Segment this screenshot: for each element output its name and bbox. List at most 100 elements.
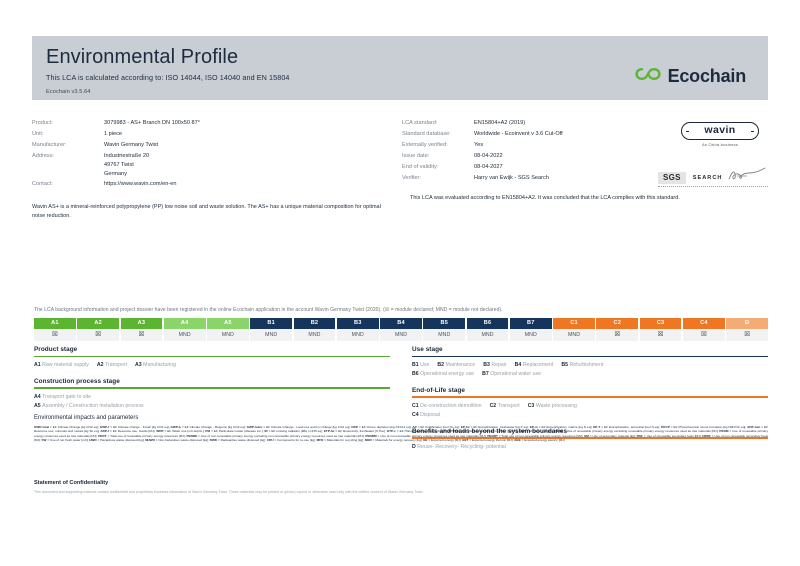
- stage-item-row: A5 Assembly / Construction installation p…: [34, 402, 390, 411]
- checkbox-checked-icon: ☒: [614, 331, 621, 338]
- detail-label: End of validity:: [402, 164, 439, 170]
- module-status: MND: [293, 329, 336, 341]
- detail-value-unit: 1 piece: [104, 131, 123, 137]
- stage-item-label: Operational water use: [490, 370, 541, 377]
- address-line-country: Germany: [104, 171, 128, 177]
- wavin-logo: wavin An Orbia business: [681, 122, 759, 147]
- stage-item-code: A3: [135, 361, 142, 368]
- stage-item-b3: B3 Repair: [483, 362, 506, 368]
- stage-item-c4: C4 Disposal: [412, 412, 440, 418]
- stage-items: A4 Transport gate to site A5 Assembly / Con…: [34, 393, 390, 411]
- module-column-b5: B5 MND: [423, 318, 466, 341]
- stage-item-label: Disposal: [420, 411, 441, 418]
- module-status: MND: [509, 329, 552, 341]
- ecochain-logo: Ecochain: [634, 66, 747, 87]
- module-column-b1: B1 MND: [250, 318, 293, 341]
- confidentiality-body: This document and supporting material co…: [34, 490, 424, 494]
- stage-item-label: Repair: [491, 361, 507, 368]
- stage-title: Benefits and loads beyond the system bou…: [412, 427, 568, 435]
- product-details: Product: 3079983 - AS+ Branch DN 100x50 …: [32, 118, 768, 190]
- header-text-group: Environmental Profile This LCA is calcul…: [46, 44, 290, 95]
- detail-row-standard-database: Standard database: Worldwide - Ecoinvent…: [402, 129, 768, 140]
- sgs-search-label: SEARCH: [692, 174, 723, 181]
- module-status: MND: [250, 329, 293, 341]
- module-column-b2: B2 MND: [293, 318, 336, 341]
- detail-value-externally-verified: Yes: [474, 142, 484, 148]
- module-column-c2: C2 ☒: [596, 318, 639, 341]
- detail-row-manufacturer: Manufacturer: Wavin Germany Twist: [32, 140, 402, 151]
- stage-rule: [34, 355, 390, 357]
- confidentiality-section: Statement of Confidentiality This docume…: [34, 480, 768, 495]
- document-header: Environmental Profile This LCA is calcul…: [32, 36, 768, 100]
- detail-value-end-of-validity: 08-04-2027: [474, 164, 503, 170]
- sgs-mark: SGS: [658, 171, 686, 184]
- detail-row-unit: Unit: 1 piece: [32, 129, 402, 140]
- stage-item-label: Raw material supply: [42, 361, 89, 368]
- stage-use: Use stage B1 Use B2 Maintenance B3 Repair B4 Re…: [412, 346, 768, 379]
- stage-title: Construction process stage: [34, 377, 120, 385]
- module-code: B7: [509, 318, 552, 329]
- detail-value-contact-link[interactable]: https://www.wavin.com/en-en: [104, 181, 177, 187]
- module-status: MND: [466, 329, 509, 341]
- details-column-left: Product: 3079983 - AS+ Branch DN 100x50 …: [32, 118, 402, 190]
- module-column-b7: B7 MND: [509, 318, 552, 341]
- module-code: A4: [163, 318, 206, 329]
- stage-item-code: B4: [514, 361, 522, 368]
- stage-item-c1: C1 De-construction demolition: [412, 403, 482, 409]
- stage-title: Use stage: [412, 346, 443, 353]
- stage-item-code: C2: [489, 402, 497, 409]
- stage-item-code: B6: [412, 370, 419, 377]
- stage-rule: [34, 387, 390, 389]
- module-status: ☒: [120, 329, 163, 341]
- detail-label: Product:: [32, 120, 53, 126]
- detail-row-contact: Contact: https://www.wavin.com/en-en: [32, 179, 402, 190]
- module-column-d: D ☒: [726, 318, 769, 341]
- module-column-a2: A2 ☒: [77, 318, 120, 341]
- module-status: MND: [553, 329, 595, 341]
- detail-value-verifier: Harry van Ewijk - SGS Search: [474, 175, 549, 181]
- stage-item-label: De-construction demolition: [420, 402, 482, 409]
- detail-row-lca-standard: LCA standard: EN15804+A2 (2019): [402, 118, 768, 129]
- stage-item-label: Operational energy use: [420, 370, 475, 377]
- stage-item-code: B3: [483, 361, 490, 368]
- module-status: MND: [336, 329, 379, 341]
- sgs-verification-badge: SGS SEARCH: [658, 167, 767, 184]
- stage-item-label: Transport: [497, 402, 520, 409]
- module-status: MND: [423, 329, 466, 341]
- module-status: ☒: [639, 329, 682, 341]
- module-code: A5: [207, 318, 249, 329]
- stage-item-label: Waste processing: [535, 402, 577, 409]
- stage-item-label: Manufacturing: [143, 361, 177, 368]
- stage-item-c3: C3 Waste processing: [528, 403, 577, 409]
- lifecycle-modules-table: A1 ☒ A2 ☒ A3 ☒ A4 MND A5 MND B1 MND B2 MND B3 MND B4 MND B…: [34, 318, 769, 341]
- detail-label: Contact:: [32, 181, 53, 187]
- stage-title: End-of-Life stage: [412, 386, 466, 394]
- module-column-c4: C4 ☒: [682, 318, 725, 341]
- signature-divider: [658, 186, 768, 187]
- stage-item-code: A5: [34, 402, 41, 409]
- stage-item-b6: B6 Operational energy use: [412, 371, 474, 377]
- detail-label: Manufacturer:: [32, 142, 67, 148]
- stage-construction: Construction process stage A4 Transport g…: [34, 378, 390, 411]
- stage-items: B1 Use B2 Maintenance B3 Repair B4 Replacement B…: [412, 361, 768, 379]
- details-column-right: LCA standard: EN15804+A2 (2019) Standard…: [402, 118, 768, 190]
- stage-item-label: Assembly / Construction installation pro…: [42, 402, 144, 409]
- module-code: B2: [293, 318, 336, 329]
- stage-item-label: Replacement: [522, 361, 554, 368]
- stage-item-a1: A1 Raw material supply: [34, 362, 89, 368]
- stage-item-code: C3: [527, 402, 535, 409]
- detail-row-externally-verified: Externally verified: Yes: [402, 140, 768, 151]
- detail-label: Verifier:: [402, 175, 421, 181]
- stage-item-label: Use: [420, 361, 430, 368]
- stage-item-code: B2: [437, 361, 445, 368]
- module-code: B3: [336, 318, 379, 329]
- detail-value-standard-database: Worldwide - Ecoinvent v 3.6 Cut-Off: [474, 131, 563, 137]
- brand-name: Ecochain: [667, 66, 747, 86]
- module-code: B1: [250, 318, 293, 329]
- detail-row-issue-date: Issue date: 08-04-2022: [402, 151, 768, 162]
- address-line-street: Industriestraße 20: [104, 153, 150, 159]
- handwritten-signature-icon: [727, 167, 767, 188]
- stage-item-code: A1: [34, 361, 41, 368]
- module-code: C1: [553, 318, 595, 329]
- checkbox-checked-icon: ☒: [657, 331, 664, 338]
